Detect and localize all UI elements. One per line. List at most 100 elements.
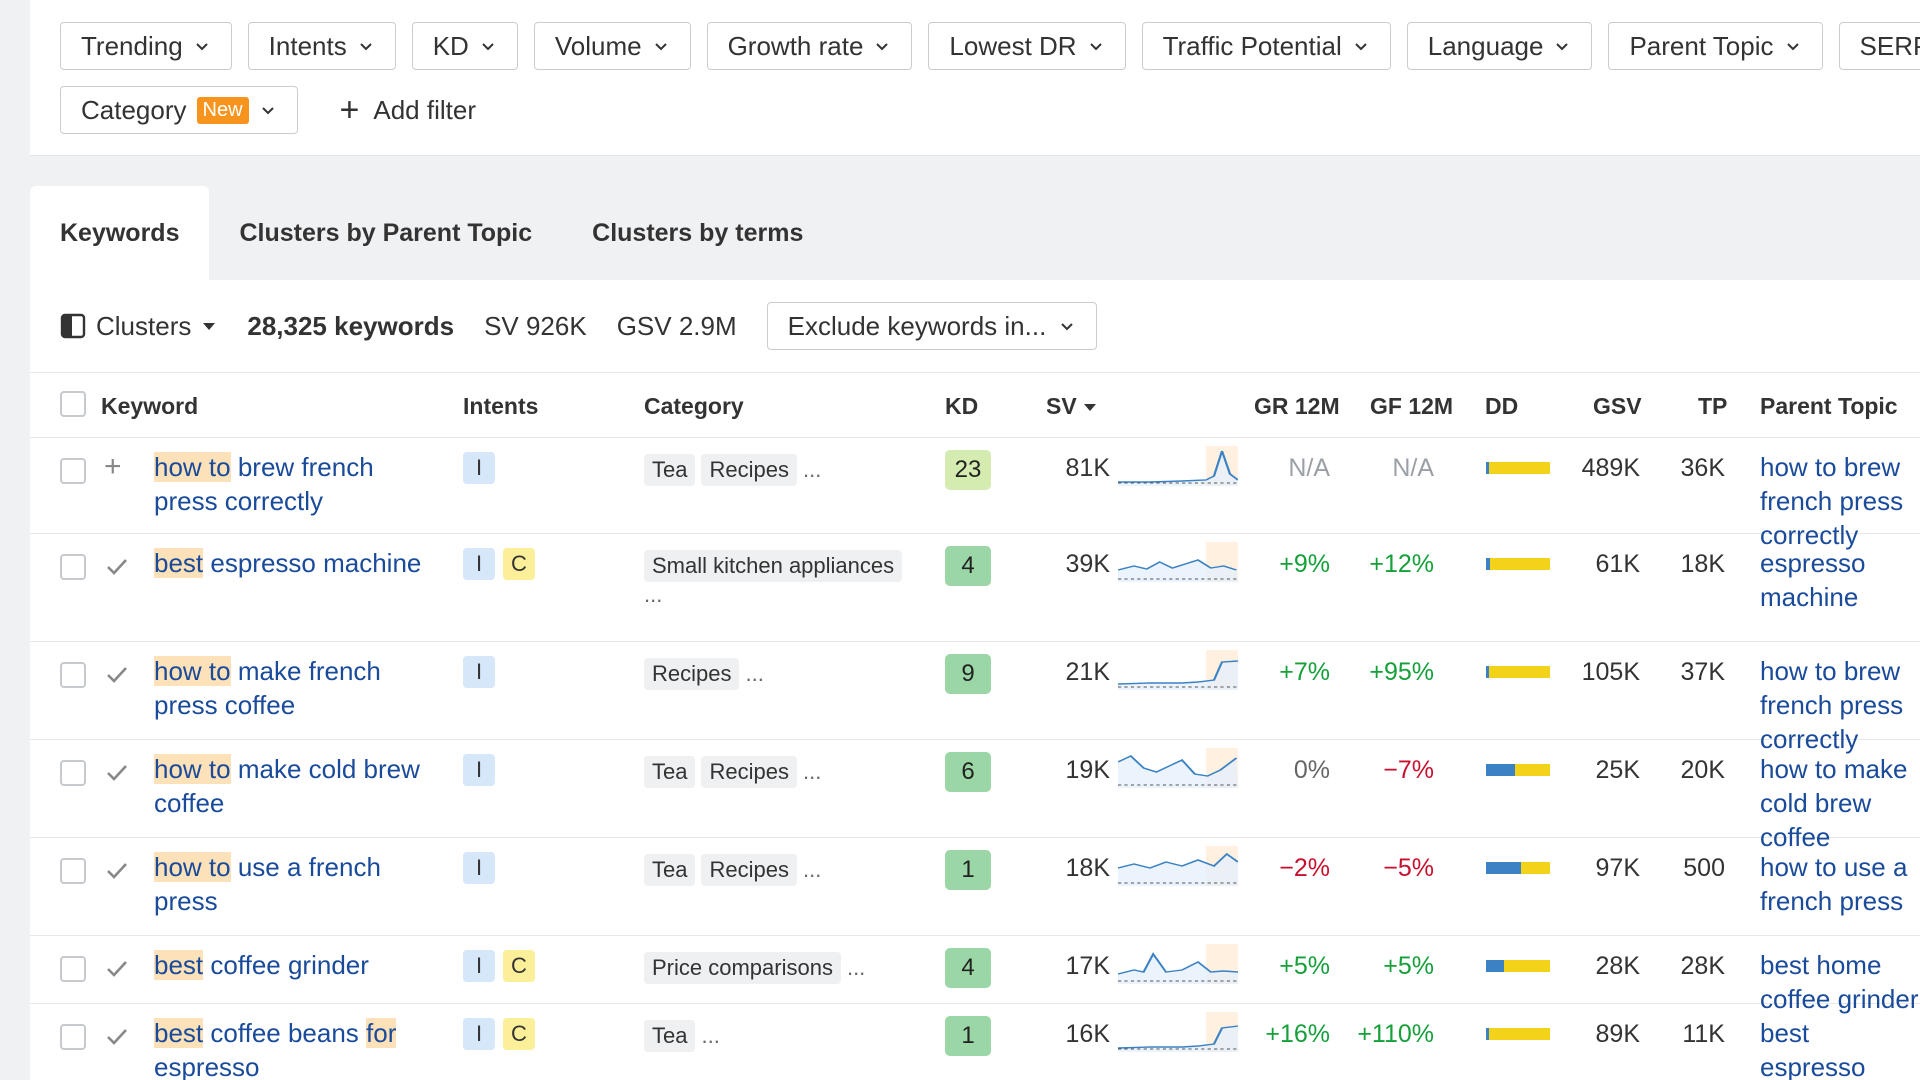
clusters-toggle[interactable]: Clusters bbox=[60, 311, 217, 342]
row-checkbox[interactable] bbox=[60, 554, 86, 580]
keyword-link[interactable]: how to brew french press correctly bbox=[154, 452, 374, 516]
filter-volume-button[interactable]: Volume bbox=[533, 22, 691, 70]
parent-topic-link[interactable]: how to brew french press correctly bbox=[1760, 452, 1904, 550]
gsv-value: 489K bbox=[1581, 454, 1640, 482]
col-tp[interactable]: TP bbox=[1698, 393, 1728, 419]
filter-language-button[interactable]: Language bbox=[1406, 22, 1593, 70]
tp-value: 18K bbox=[1680, 550, 1725, 578]
keyword-link[interactable]: how to make french press coffee bbox=[154, 656, 381, 720]
intent-badge: C bbox=[503, 548, 535, 580]
col-sv[interactable]: SV bbox=[1046, 393, 1097, 420]
filter-serp-button[interactable]: SERP bbox=[1838, 22, 1920, 70]
category-cell: Tea Recipes... bbox=[644, 854, 821, 886]
row-checkbox[interactable] bbox=[60, 1024, 86, 1050]
parent-topic-link[interactable]: how to use a french press bbox=[1760, 852, 1908, 916]
table-row[interactable]: best coffee grinder I C Price comparisons..… bbox=[30, 936, 1920, 1014]
more-categories[interactable]: ... bbox=[846, 955, 866, 980]
table-row[interactable]: best espresso machine I C Small kitchen app… bbox=[30, 534, 1920, 642]
filter-label: SERP bbox=[1859, 30, 1920, 61]
exclude-keywords-dropdown[interactable]: Exclude keywords in... bbox=[766, 302, 1098, 350]
col-keyword[interactable]: Keyword bbox=[101, 393, 199, 419]
filter-traffic-potential-button[interactable]: Traffic Potential bbox=[1141, 22, 1391, 70]
table-row[interactable]: how to make french press coffee I Recipes.… bbox=[30, 642, 1920, 754]
add-filter-label: Add filter bbox=[373, 94, 476, 125]
select-all-checkbox[interactable] bbox=[60, 391, 86, 417]
filter-kd-button[interactable]: KD bbox=[411, 22, 518, 70]
table-row[interactable]: how to use a french press I Tea Recipes... 1… bbox=[30, 838, 1920, 936]
more-categories[interactable]: ... bbox=[701, 1023, 720, 1048]
chevron-down-icon bbox=[1089, 43, 1102, 51]
keyword-link[interactable]: best coffee grinder bbox=[154, 950, 369, 980]
intent-badge: I bbox=[463, 754, 495, 786]
more-categories[interactable]: ... bbox=[802, 759, 822, 784]
sv-value: 18K bbox=[1065, 854, 1110, 882]
filter-parent-topic-button[interactable]: Parent Topic bbox=[1608, 22, 1823, 70]
keyword-link[interactable]: best espresso machine bbox=[154, 548, 422, 578]
more-categories[interactable]: ... bbox=[644, 582, 663, 607]
col-category[interactable]: Category bbox=[644, 393, 744, 419]
tab-clusters-by-terms[interactable]: Clusters by terms bbox=[592, 218, 804, 247]
more-categories[interactable]: ... bbox=[745, 661, 764, 686]
category-tag: Tea bbox=[644, 1020, 696, 1052]
new-badge: New bbox=[196, 96, 249, 124]
filter-category-label: Category bbox=[81, 94, 187, 125]
table-row[interactable]: how to make cold brew coffee I Tea Recipes.… bbox=[30, 740, 1920, 852]
filter-label: Language bbox=[1427, 30, 1544, 61]
table-row[interactable]: best coffee beans for espresso I C Tea... 1 1… bbox=[30, 1004, 1920, 1080]
filter-intents-button[interactable]: Intents bbox=[247, 22, 396, 70]
col-intents[interactable]: Intents bbox=[463, 393, 539, 419]
category-tag: Price comparisons bbox=[644, 952, 841, 984]
col-dd[interactable]: DD bbox=[1485, 393, 1519, 419]
col-gr-12m[interactable]: GR 12M bbox=[1254, 393, 1340, 419]
row-checkbox[interactable] bbox=[60, 662, 86, 688]
filter-label: Traffic Potential bbox=[1162, 30, 1342, 61]
sv-value: 21K bbox=[1065, 658, 1110, 686]
intent-badge: I bbox=[463, 656, 495, 688]
filter-label: Trending bbox=[81, 30, 183, 61]
keyword-link[interactable]: how to use a french press bbox=[154, 852, 381, 916]
tp-value: 500 bbox=[1683, 854, 1725, 882]
gsv-value: 89K bbox=[1595, 1020, 1640, 1048]
kd-badge: 4 bbox=[945, 546, 991, 586]
add-filter-button[interactable]: + Add filter bbox=[314, 86, 476, 134]
parent-topic-link[interactable]: best espresso beans bbox=[1760, 1018, 1866, 1080]
total-gsv: GSV 2.9M bbox=[616, 310, 737, 341]
col-kd[interactable]: KD bbox=[945, 393, 979, 419]
parent-topic-link[interactable]: how to brew french press correctly bbox=[1760, 656, 1904, 754]
table-row[interactable]: + how to brew french press correctly I Tea R… bbox=[30, 438, 1920, 550]
row-checkbox[interactable] bbox=[60, 858, 86, 884]
parent-topic-link[interactable]: best home coffee grinder bbox=[1760, 950, 1919, 1014]
keyword-link[interactable]: best coffee beans for espresso bbox=[154, 1018, 397, 1080]
keyword-highlight: best bbox=[154, 950, 204, 980]
keyword-link[interactable]: how to make cold brew coffee bbox=[154, 754, 420, 818]
keywords-count: 28,325 keywords bbox=[247, 310, 455, 341]
category-tag: Tea bbox=[644, 854, 696, 886]
row-checkbox[interactable] bbox=[60, 956, 86, 982]
col-gf-12m[interactable]: GF 12M bbox=[1370, 393, 1454, 419]
filter-growth-rate-button[interactable]: Growth rate bbox=[706, 22, 913, 70]
caret-down-icon bbox=[203, 323, 216, 330]
filter-category-button[interactable]: Category New bbox=[60, 86, 298, 134]
more-categories[interactable]: ... bbox=[802, 457, 822, 482]
row-checkbox[interactable] bbox=[60, 760, 86, 786]
more-categories[interactable]: ... bbox=[802, 857, 822, 882]
chevron-down-icon bbox=[360, 43, 372, 51]
col-parent-topic[interactable]: Parent Topic bbox=[1760, 393, 1898, 419]
filter-lowest-dr-button[interactable]: Lowest DR bbox=[928, 22, 1126, 70]
intents-cell: I bbox=[463, 852, 503, 884]
add-to-list-icon[interactable]: + bbox=[104, 450, 122, 483]
parent-topic-link[interactable]: espresso machine bbox=[1760, 548, 1866, 612]
row-checkbox[interactable] bbox=[60, 458, 86, 484]
tp-value: 20K bbox=[1680, 756, 1725, 784]
tab-clusters-by-parent-topic[interactable]: Clusters by Parent Topic bbox=[239, 218, 533, 247]
col-gsv[interactable]: GSV bbox=[1593, 393, 1642, 419]
filter-label: Volume bbox=[554, 30, 642, 61]
keyword-highlight: how to bbox=[154, 452, 231, 482]
parent-topic-link[interactable]: how to make cold brew coffee bbox=[1760, 754, 1908, 852]
keyword-highlight: how to bbox=[154, 754, 231, 784]
tab-keywords[interactable]: Keywords bbox=[30, 186, 210, 280]
filter-trending-button[interactable]: Trending bbox=[60, 22, 232, 70]
sv-value: 81K bbox=[1065, 454, 1110, 482]
check-icon bbox=[107, 667, 127, 683]
